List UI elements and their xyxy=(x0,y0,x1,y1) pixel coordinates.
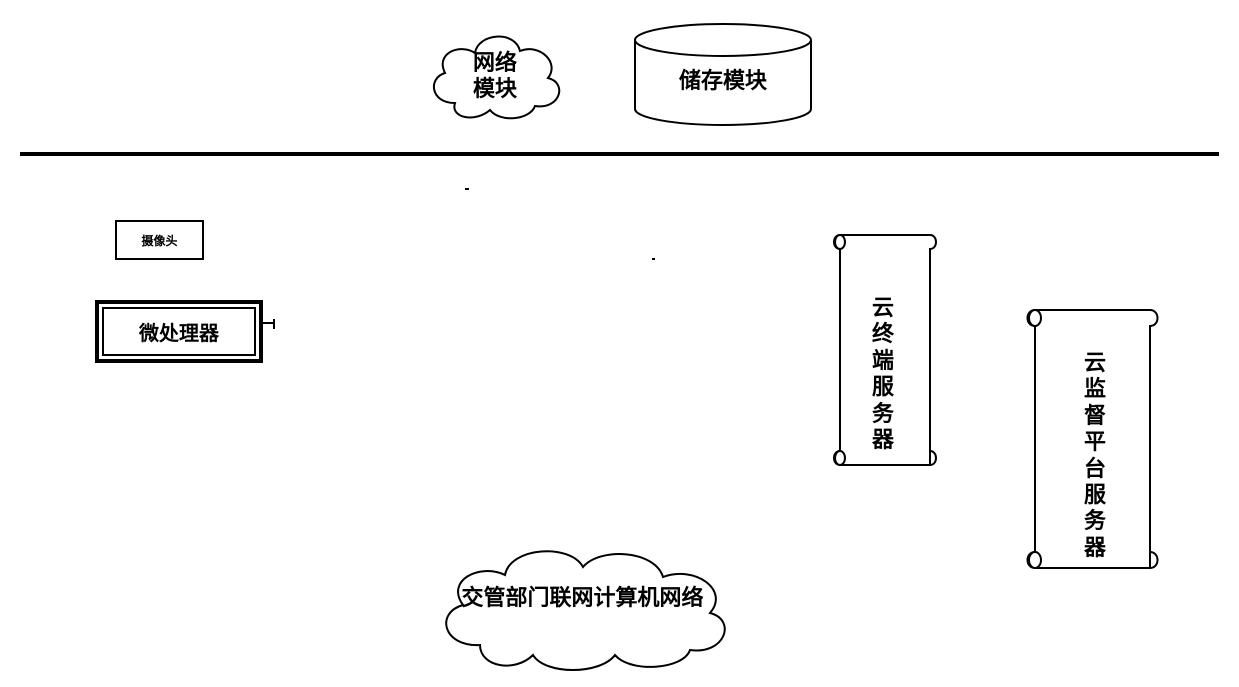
stray-mark xyxy=(652,258,655,260)
stray-mark xyxy=(465,188,469,190)
node-network-module: 网络模块 xyxy=(420,18,570,128)
microprocessor-connector-stub xyxy=(259,322,273,324)
cloud-terminal-server-label: 云终端服务器 xyxy=(868,295,898,453)
node-traffic-network: 交管部门联网计算机网络 xyxy=(425,535,740,675)
microprocessor-inner: 微处理器 xyxy=(102,307,256,356)
camera-label: 摄像头 xyxy=(141,232,177,249)
microprocessor-label: 微处理器 xyxy=(139,317,219,346)
storage-module-label: 储存模块 xyxy=(628,68,818,94)
node-cloud-terminal-server: 云终端服务器 xyxy=(820,225,940,485)
traffic-network-label: 交管部门联网计算机网络 xyxy=(455,585,710,611)
node-storage-module: 储存模块 xyxy=(628,22,818,127)
node-camera: 摄像头 xyxy=(115,220,204,260)
network-module-label: 网络模块 xyxy=(420,50,570,103)
node-microprocessor: 微处理器 xyxy=(95,300,263,363)
section-divider xyxy=(20,152,1219,156)
node-cloud-supervision-server: 云监督平台服务器 xyxy=(1010,300,1160,585)
cloud-supervision-server-label: 云监督平台服务器 xyxy=(1080,350,1110,561)
